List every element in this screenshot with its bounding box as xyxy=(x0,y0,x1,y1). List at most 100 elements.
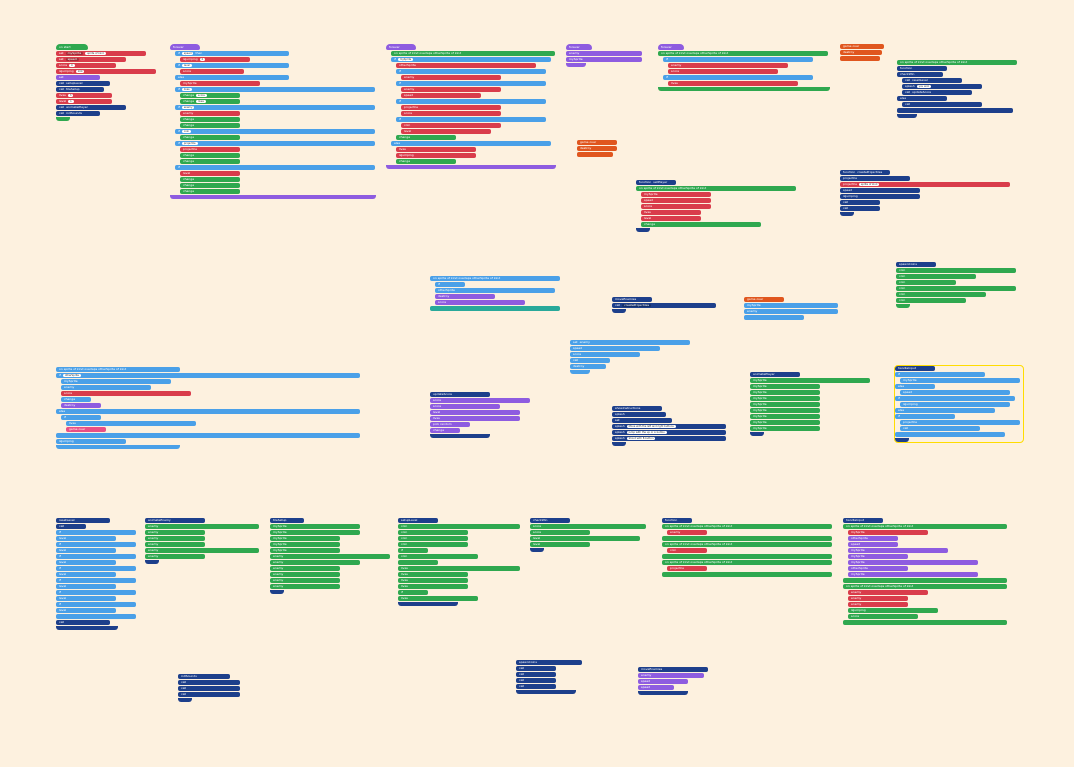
block[interactable]: call xyxy=(56,620,110,625)
block[interactable]: score xyxy=(430,404,500,409)
block[interactable]: level xyxy=(56,584,116,589)
if-block[interactable]: if xyxy=(435,282,465,287)
set-block[interactable]: level xyxy=(641,216,701,221)
if-block[interactable]: if xyxy=(396,69,546,74)
block[interactable]: call xyxy=(516,678,556,683)
block[interactable]: splash Move with the left and right butto… xyxy=(612,424,726,429)
block[interactable]: level xyxy=(530,536,640,541)
overlap-hat[interactable]: forever xyxy=(386,44,416,50)
block[interactable]: otherSprite xyxy=(848,536,898,541)
block[interactable]: if xyxy=(398,548,428,553)
set-block[interactable]: isJumping xyxy=(396,153,476,158)
block[interactable]: call xyxy=(516,666,556,671)
stack-bottom-10[interactable]: moveEnemies enemy speed speed xyxy=(638,667,708,695)
set-block[interactable]: enemy xyxy=(668,63,788,68)
overlap-event-block[interactable]: on sprite of kind overlaps otherSprite o… xyxy=(662,524,832,529)
set-block[interactable]: projectile xyxy=(401,105,501,110)
fn-hat[interactable]: spawnCoins xyxy=(896,262,936,267)
stack-animateplayer[interactable]: animatePlayer mySprite mySprite mySprite… xyxy=(750,372,870,436)
else-block[interactable]: else xyxy=(56,409,360,414)
stack-overlap-event[interactable]: forever on sprite of kind overlaps other… xyxy=(386,44,556,169)
block[interactable]: lives xyxy=(66,421,196,426)
stack-updatescore[interactable]: updateScore score score level lives pick… xyxy=(430,392,530,438)
block[interactable]: score xyxy=(848,614,918,619)
change-block[interactable]: change xyxy=(396,159,456,164)
cond-pill[interactable]: speed xyxy=(181,52,194,55)
stack-sprite-create[interactable]: set enemy speed score call destroy xyxy=(570,340,690,374)
set-block[interactable]: projectile xyxy=(840,176,910,181)
block[interactable]: coin xyxy=(398,530,468,535)
cond-pill[interactable]: level xyxy=(181,64,192,67)
block[interactable]: mySprite xyxy=(750,384,820,389)
set-block[interactable]: lives xyxy=(641,210,701,215)
fn-block[interactable]: function xyxy=(897,66,947,71)
change-block[interactable]: change xyxy=(180,183,240,188)
block[interactable]: mySprite xyxy=(848,560,978,565)
call-animate-block[interactable]: call animatePlayer xyxy=(56,105,126,110)
block[interactable]: call createProjectiles xyxy=(612,303,716,308)
set-block[interactable]: mySprite xyxy=(180,81,260,86)
stack-sprite-overlap[interactable]: on sprite of kind overlaps otherSprite o… xyxy=(430,276,560,312)
block[interactable]: score xyxy=(61,391,191,396)
block[interactable]: mySprite xyxy=(750,378,870,383)
var-pill[interactable]: speed xyxy=(65,57,79,61)
block[interactable]: isJumping xyxy=(56,439,126,444)
block[interactable]: enemy xyxy=(270,578,340,583)
call-initsounds-block[interactable]: call initSounds xyxy=(56,111,100,116)
stack-bottom-1[interactable]: resetLevel call if level if level if lev… xyxy=(56,518,136,630)
if-block-5[interactable]: if coin xyxy=(175,129,375,134)
cond-pill[interactable]: otherSprite xyxy=(62,374,81,377)
set-block[interactable]: projectile sprite of kind xyxy=(840,182,1010,187)
block[interactable]: enemy xyxy=(145,536,205,541)
text-pill[interactable]: Move with the left and right buttons xyxy=(626,425,676,428)
overlap-event-block[interactable]: on sprite of kind overlaps otherSprite o… xyxy=(662,560,832,565)
block[interactable]: change xyxy=(61,397,91,402)
change-block[interactable]: change xyxy=(180,117,240,122)
block[interactable]: score xyxy=(530,530,590,535)
block[interactable]: speed xyxy=(570,346,660,351)
block[interactable]: level xyxy=(56,560,116,565)
block[interactable]: enemy xyxy=(667,530,707,535)
if-block-6[interactable]: if projectile xyxy=(175,141,375,146)
var-pill[interactable]: score xyxy=(196,94,207,97)
block[interactable]: call xyxy=(178,686,240,691)
set-block[interactable]: call xyxy=(840,206,880,211)
fn-hat[interactable]: handleInput xyxy=(895,366,935,371)
call-block[interactable]: call xyxy=(902,102,982,107)
block[interactable]: speed xyxy=(638,685,674,690)
cond-pill[interactable]: mySprite xyxy=(397,58,414,61)
block[interactable]: call xyxy=(56,524,86,529)
if-block[interactable]: if mySprite xyxy=(391,57,551,62)
if-block[interactable]: if xyxy=(895,372,985,377)
block[interactable]: if xyxy=(56,590,136,595)
block[interactable]: mySprite xyxy=(750,414,820,419)
stack-on-start[interactable]: on start set mySprite sprite of kind set sp… xyxy=(56,44,160,121)
change-block[interactable]: change xyxy=(641,222,761,227)
if-block[interactable]: if xyxy=(396,99,546,104)
overlap-event-block[interactable]: on sprite of kind overlaps otherSprite o… xyxy=(843,584,1007,589)
text-pill[interactable]: you win! xyxy=(916,85,932,88)
block[interactable]: score xyxy=(570,352,640,357)
overlap-event-block[interactable]: on sprite of kind overlaps otherSprite o… xyxy=(430,276,560,281)
block[interactable]: score xyxy=(530,524,646,529)
fn-hat[interactable]: spawnCoins xyxy=(516,660,582,665)
destroy-block[interactable]: destroy xyxy=(577,146,617,151)
block[interactable]: isJumping xyxy=(900,402,1010,407)
block[interactable]: mySprite xyxy=(750,426,820,431)
change-block[interactable]: change lives xyxy=(180,99,240,104)
block[interactable]: level xyxy=(56,572,116,577)
if-block-2[interactable]: if level xyxy=(175,63,289,68)
block[interactable]: call xyxy=(178,692,240,697)
block[interactable]: lives xyxy=(398,584,468,589)
if-block[interactable]: if xyxy=(663,75,813,80)
text-pill[interactable]: Jump with the up or A button xyxy=(626,431,667,434)
set-block[interactable]: lives xyxy=(668,81,798,86)
overlap-event-block[interactable]: on sprite of kind overlaps otherSprite o… xyxy=(897,60,1017,65)
block[interactable]: call xyxy=(516,672,556,677)
change-block[interactable]: change xyxy=(180,123,240,128)
stack-showinstructions[interactable]: showInstructions splash set splash Move w… xyxy=(612,406,726,446)
num-pill[interactable]: 0 xyxy=(199,58,206,61)
overlap-event-block[interactable]: on sprite of kind overlaps otherSprite o… xyxy=(56,367,180,372)
set-block[interactable]: speed xyxy=(401,93,481,98)
overlap-event-block[interactable]: on sprite of kind overlaps otherSprite o… xyxy=(658,51,828,56)
